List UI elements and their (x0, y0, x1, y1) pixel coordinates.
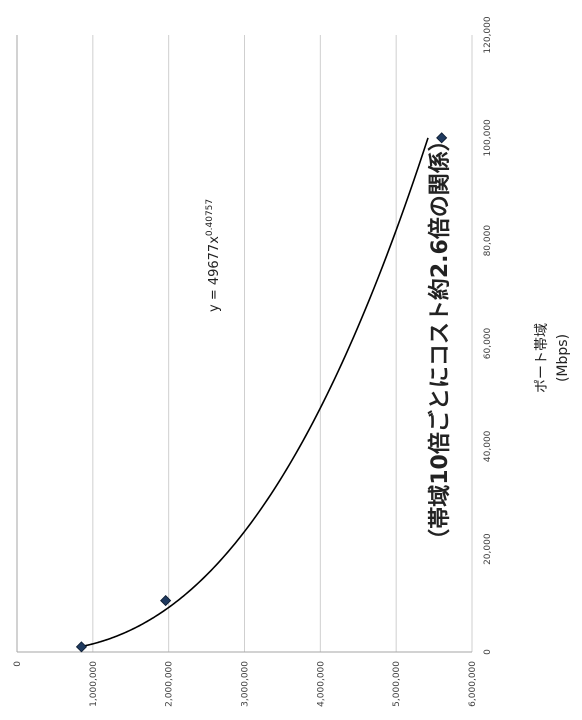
data-point (160, 595, 172, 607)
data-point (436, 132, 448, 144)
equation-exponent: 0.40757 (205, 199, 215, 236)
x-tick-label: 100,000 (483, 119, 493, 156)
axes (16, 35, 472, 653)
x-tick-label: 120,000 (483, 16, 493, 53)
x-tick-label: 40,000 (483, 430, 493, 462)
x-tick-label: 0 (483, 649, 493, 655)
y-tick-label: 5,000,000 (392, 661, 402, 707)
y-tick-label: 2,000,000 (165, 661, 175, 707)
equation-base: y = 49677x (207, 236, 222, 312)
y-tick-label: 3,000,000 (241, 661, 251, 707)
y-tick-label: 4,000,000 (316, 661, 326, 707)
x-tick-label: 80,000 (483, 225, 493, 257)
x-axis-unit-label: (Mbps) (555, 334, 571, 382)
x-tick-label: 60,000 (483, 327, 493, 359)
chart-title: （帯域10倍ごとにコスト約2.6倍の関係） (427, 129, 453, 551)
y-tick-label: 1,000,000 (89, 661, 99, 707)
y-tick-label: 0 (13, 661, 23, 667)
x-axis-label: ポート帯域 (534, 323, 550, 393)
x-tick-label: 20,000 (483, 533, 493, 565)
data-point (75, 641, 88, 653)
data-markers (75, 132, 448, 653)
power-trendline (79, 137, 429, 648)
y-tick-labels: 0 1,000,000 2,000,000 3,000,000 4,000,000 5,0… (13, 661, 478, 707)
y-tick-label: 6,000,000 (468, 661, 478, 707)
grid-lines (92, 35, 473, 652)
trendline-equation: y = 49677x0.40757 (205, 199, 222, 312)
x-tick-labels: 0 20,000 40,000 60,000 80,000 100,000 120,000 (483, 16, 493, 655)
